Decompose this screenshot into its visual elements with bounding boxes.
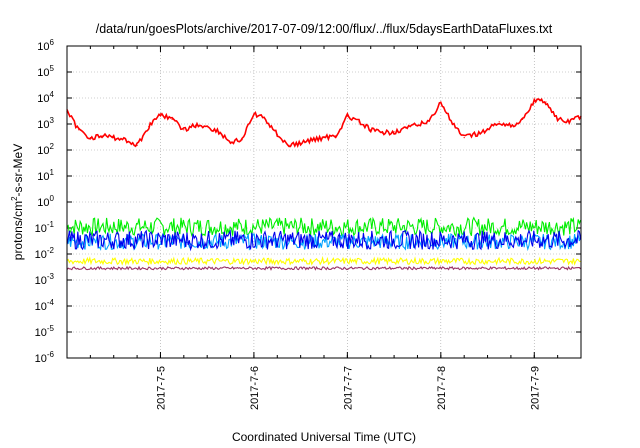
x-tick-label: 2017-7-5 xyxy=(155,366,167,410)
y-tick-label: 10-3 xyxy=(35,272,55,287)
series-point xyxy=(288,144,290,146)
series-point xyxy=(510,125,512,128)
series-point xyxy=(311,139,313,141)
series-point xyxy=(323,137,325,139)
grid xyxy=(67,46,581,358)
y-tick-label: 10-4 xyxy=(35,298,55,313)
series-point xyxy=(206,125,208,128)
y-tick-label: 105 xyxy=(37,64,54,79)
series-point xyxy=(440,101,442,103)
series-point xyxy=(276,133,278,135)
chart-title: /data/run/goesPlots/archive/2017-07-09/1… xyxy=(96,22,553,36)
series-point xyxy=(545,101,547,103)
series-point xyxy=(346,115,348,117)
y-tick-label: 10-5 xyxy=(35,324,55,339)
series-point xyxy=(486,129,489,131)
series-point xyxy=(568,121,570,123)
y-tick-label: 100 xyxy=(37,194,54,209)
y-tick-label: 10-2 xyxy=(35,246,55,261)
series-group xyxy=(66,97,582,271)
y-tick-label: 102 xyxy=(37,142,54,157)
series-point xyxy=(533,99,535,102)
series-point xyxy=(101,135,103,137)
x-axis-label: Coordinated Universal Time (UTC) xyxy=(232,430,416,444)
series-point xyxy=(89,137,91,139)
series-point xyxy=(522,118,524,120)
x-tick-label: 2017-7-9 xyxy=(529,366,541,410)
series-point xyxy=(557,118,559,120)
series-point xyxy=(148,125,150,128)
series-point xyxy=(241,139,243,141)
series-point xyxy=(370,129,372,131)
series-point xyxy=(300,142,302,144)
series-point xyxy=(229,141,232,143)
series-point xyxy=(124,139,126,141)
x-tick-label: 2017-7-7 xyxy=(342,366,354,410)
y-tick-label: 106 xyxy=(37,38,54,53)
series-point xyxy=(218,131,220,133)
series-point xyxy=(475,133,477,135)
series-point xyxy=(159,113,162,115)
y-axis-label: protons/cm2-s-sr-MeV xyxy=(10,144,25,260)
series-point xyxy=(113,137,115,139)
series-point xyxy=(194,124,197,126)
x-tick-label: 2017-7-6 xyxy=(249,366,261,410)
series-line-band-1 xyxy=(66,216,582,238)
series-point xyxy=(183,129,185,131)
series-point xyxy=(253,113,255,115)
series-point xyxy=(335,135,337,137)
series-point xyxy=(451,123,454,125)
series-point xyxy=(393,131,395,133)
series-point xyxy=(416,124,419,126)
series-point xyxy=(136,144,138,146)
series-point xyxy=(381,132,383,134)
series-point xyxy=(428,120,430,122)
series-point xyxy=(358,121,360,123)
series-line-band-4 xyxy=(66,255,581,267)
y-tick-label: 101 xyxy=(37,168,54,183)
series-line-band-3 xyxy=(66,228,582,252)
y-tick-label: 10-1 xyxy=(35,220,55,235)
y-tick-label: 10-6 xyxy=(35,350,55,365)
series-point xyxy=(78,129,80,131)
series-line-band-5 xyxy=(66,265,582,271)
y-tick-label: 104 xyxy=(37,90,54,105)
series-line-red xyxy=(66,97,582,148)
y-axis: 10-6 10-5 10-4 10-3 10-2 10-1 100 101 102 103 104 1… xyxy=(35,38,581,365)
series-point xyxy=(498,121,500,123)
x-axis: 2017-7-5 2017-7-6 2017-7-7 2017-7-8 2017-7-9 xyxy=(66,46,582,410)
series-point xyxy=(463,137,465,139)
x-tick-label: 2017-7-8 xyxy=(436,366,448,410)
series-point xyxy=(265,118,267,120)
plot-frame xyxy=(66,45,582,359)
series-point xyxy=(405,127,407,129)
series-point xyxy=(171,118,173,120)
y-tick-label: 103 xyxy=(37,116,54,131)
